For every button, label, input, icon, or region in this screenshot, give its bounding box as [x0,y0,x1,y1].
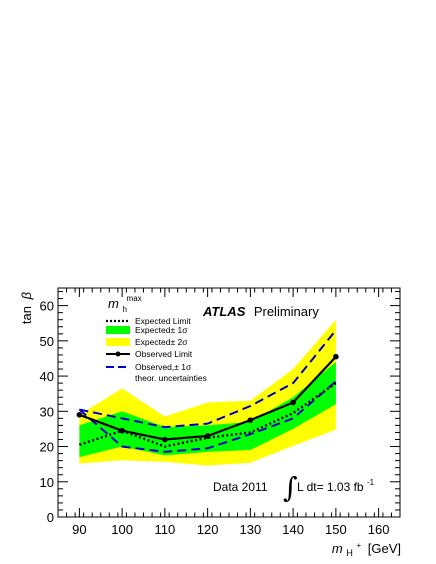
x-axis-title-sub: H [346,548,353,558]
x-tick-label: 110 [155,522,176,537]
observed-point [204,433,211,439]
legend-label-observed: Observed Limit [135,349,193,359]
x-tick-label: 120 [197,522,219,537]
legend: Expected Limit Expected± 1σ Expected± 2σ… [106,316,207,383]
legend-label-theory-line2: theor. uncertainties [135,373,207,383]
x-tick-label: 100 [111,522,133,537]
scenario-label: m h max [108,294,142,315]
atlas-label: ATLAS Preliminary [202,303,319,320]
x-tick-label: 90 [72,522,86,537]
y-tick-label: 10 [40,475,54,490]
y-axis-title-symbol: β [19,291,34,300]
x-tick-label: 140 [282,522,304,537]
x-tick-label: 130 [240,522,262,537]
atlas-label-preliminary: Preliminary [254,304,320,319]
y-tick-label: 30 [40,404,54,419]
lumi-label-sup: -1 [367,478,375,487]
y-tick-label: 40 [40,369,54,384]
x-axis-title-main: m [332,541,343,556]
observed-point [333,353,339,360]
lumi-data-label: Data 2011 [213,480,268,494]
band-1sigma [79,361,336,458]
observed-point [162,436,168,443]
series-theory-lower [78,380,337,453]
x-axis-title: m H + [GeV] [332,536,401,559]
series-theory-upper [79,329,337,429]
y-tick-label: 50 [40,334,54,349]
x-axis-title-unit: [GeV] [368,541,401,556]
observed-point [247,417,254,423]
plot-area: 90 100 110 120 130 140 150 160 0 10 20 30 40 50 60 [40,287,401,537]
legend-swatch-1sigma [106,326,130,334]
lumi-label-text: L dt= 1.03 fb [297,480,364,494]
y-axis-title-main: tan [19,306,34,324]
y-axis-title: tan β [19,291,34,324]
legend-label-expected: Expected Limit [135,316,191,326]
scenario-label-sub: h [122,305,126,314]
x-axis-title-sup: + [356,541,361,550]
x-tick-label: 150 [325,522,347,537]
scenario-label-main: m [108,296,119,311]
observed-point [290,399,296,406]
y-tick-label: 20 [40,440,54,455]
scenario-label-sup: max [127,294,142,303]
lumi-integral-symbol: ∫ [283,471,298,504]
legend-label-theory: Observed,± 1σ [135,362,192,372]
y-tick-label: 60 [40,299,54,314]
atlas-label-bold: ATLAS [202,304,246,319]
observed-point [119,427,125,434]
y-tick-label: 0 [47,510,54,525]
legend-label-1sigma: Expected± 1σ [135,325,188,335]
legend-swatch-2sigma [106,338,130,346]
x-tick-label: 160 [368,522,390,537]
legend-label-2sigma: Expected± 2σ [135,337,188,347]
observed-point [76,412,83,418]
lumi-label: L dt= 1.03 fb -1 [297,478,375,494]
legend-swatch-observed-marker [115,351,121,357]
